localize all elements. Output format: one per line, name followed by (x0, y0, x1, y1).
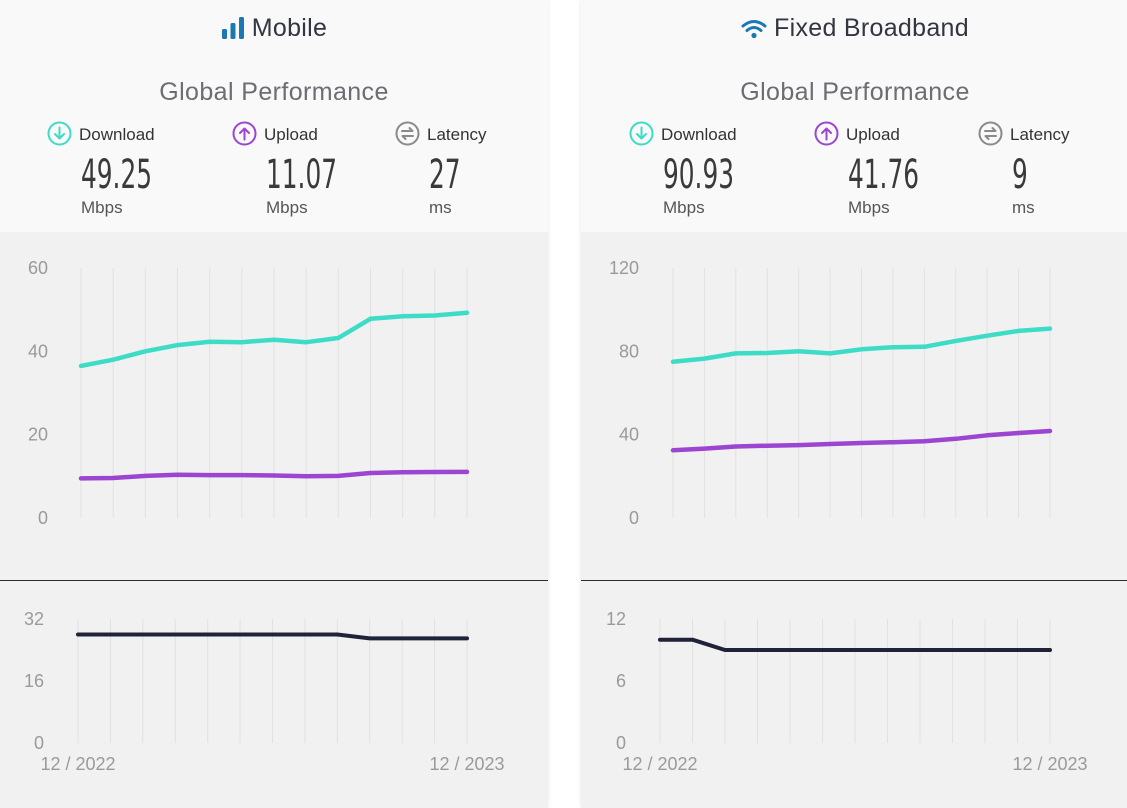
latency-label: Latency (427, 125, 487, 144)
download-metric: Download 49.25 Mbps (47, 120, 217, 230)
y-tick-label: 0 (34, 733, 44, 753)
upload-value: 11.07 (266, 152, 337, 198)
upload-value: 41.76 (848, 152, 919, 198)
download-label: Download (79, 125, 155, 144)
upload-metric: Upload 11.07 Mbps (232, 120, 402, 230)
upload-metric: Upload 41.76 Mbps (814, 120, 984, 230)
y-tick-label: 60 (28, 258, 48, 278)
latency-label: Latency (1010, 125, 1070, 144)
download-unit: Mbps (81, 198, 123, 217)
download-unit: Mbps (663, 198, 705, 217)
latency-unit: ms (429, 198, 452, 217)
y-tick-label: 120 (609, 258, 639, 278)
y-tick-label: 12 (606, 609, 626, 629)
upload-unit: Mbps (266, 198, 308, 217)
latency-value: 9 (1012, 152, 1028, 198)
download-label: Download (661, 125, 737, 144)
panel-subtitle: Global Performance (740, 78, 970, 106)
y-tick-label: 0 (38, 508, 48, 528)
x-tick-label-end: 12 / 2023 (429, 754, 504, 774)
latency-value: 27 (429, 152, 461, 198)
upload-series-line (78, 469, 470, 481)
x-tick-label-end: 12 / 2023 (1012, 754, 1087, 774)
y-tick-label: 16 (24, 671, 44, 691)
upload-arrow-icon (814, 121, 839, 154)
latency-icon (395, 121, 420, 154)
download-value: 90.93 (663, 152, 734, 198)
y-tick-label: 32 (24, 609, 44, 629)
latency-series-line (76, 632, 469, 641)
chart-divider (0, 580, 548, 581)
download-arrow-icon (629, 121, 654, 154)
panel-title-text: Mobile (251, 14, 328, 42)
panel-title-text: Fixed Broadband (774, 14, 969, 42)
latency-metric: Latency 9 ms (978, 120, 1127, 230)
upload-label: Upload (846, 125, 900, 144)
y-tick-label: 0 (629, 508, 639, 528)
upload-arrow-icon (232, 121, 257, 154)
upload-unit: Mbps (848, 198, 890, 217)
chart-divider (581, 580, 1127, 581)
broadband-panel: Fixed Broadband Global Performance Downl… (581, 0, 1127, 808)
signal-bars-icon (221, 16, 245, 47)
x-tick-label-start: 12 / 2022 (622, 754, 697, 774)
broadband-charts: 0 40 80 120 0 6 12 12 / 2022 12 / 2023 (606, 258, 1088, 774)
upload-label: Upload (264, 125, 318, 144)
download-metric: Download 90.93 Mbps (629, 120, 799, 230)
y-tick-label: 40 (28, 341, 48, 361)
y-tick-label: 20 (28, 425, 48, 445)
panel-title: Mobile (0, 14, 548, 47)
wifi-icon (741, 18, 767, 47)
panel-title: Fixed Broadband (581, 14, 1127, 47)
y-tick-label: 80 (619, 341, 639, 361)
latency-metric: Latency 27 ms (395, 120, 548, 230)
y-tick-label: 40 (619, 425, 639, 445)
mobile-header: Mobile Global Performance Download 49.25… (0, 0, 548, 232)
latency-unit: ms (1012, 198, 1035, 217)
y-tick-label: 6 (616, 671, 626, 691)
upload-series-line (670, 428, 1053, 453)
panel-subtitle: Global Performance (159, 78, 389, 106)
download-value: 49.25 (81, 152, 152, 198)
latency-series-line (658, 637, 1052, 652)
y-tick-label: 0 (616, 733, 626, 753)
mobile-charts: 0 20 40 60 0 16 32 12 / 2022 12 / 2023 (24, 258, 505, 774)
broadband-header: Fixed Broadband Global Performance Downl… (581, 0, 1127, 232)
mobile-panel: Mobile Global Performance Download 49.25… (0, 0, 548, 808)
x-tick-label-start: 12 / 2022 (40, 754, 115, 774)
latency-icon (978, 121, 1003, 154)
download-series-line (78, 310, 470, 369)
download-arrow-icon (47, 121, 72, 154)
download-series-line (670, 326, 1053, 365)
